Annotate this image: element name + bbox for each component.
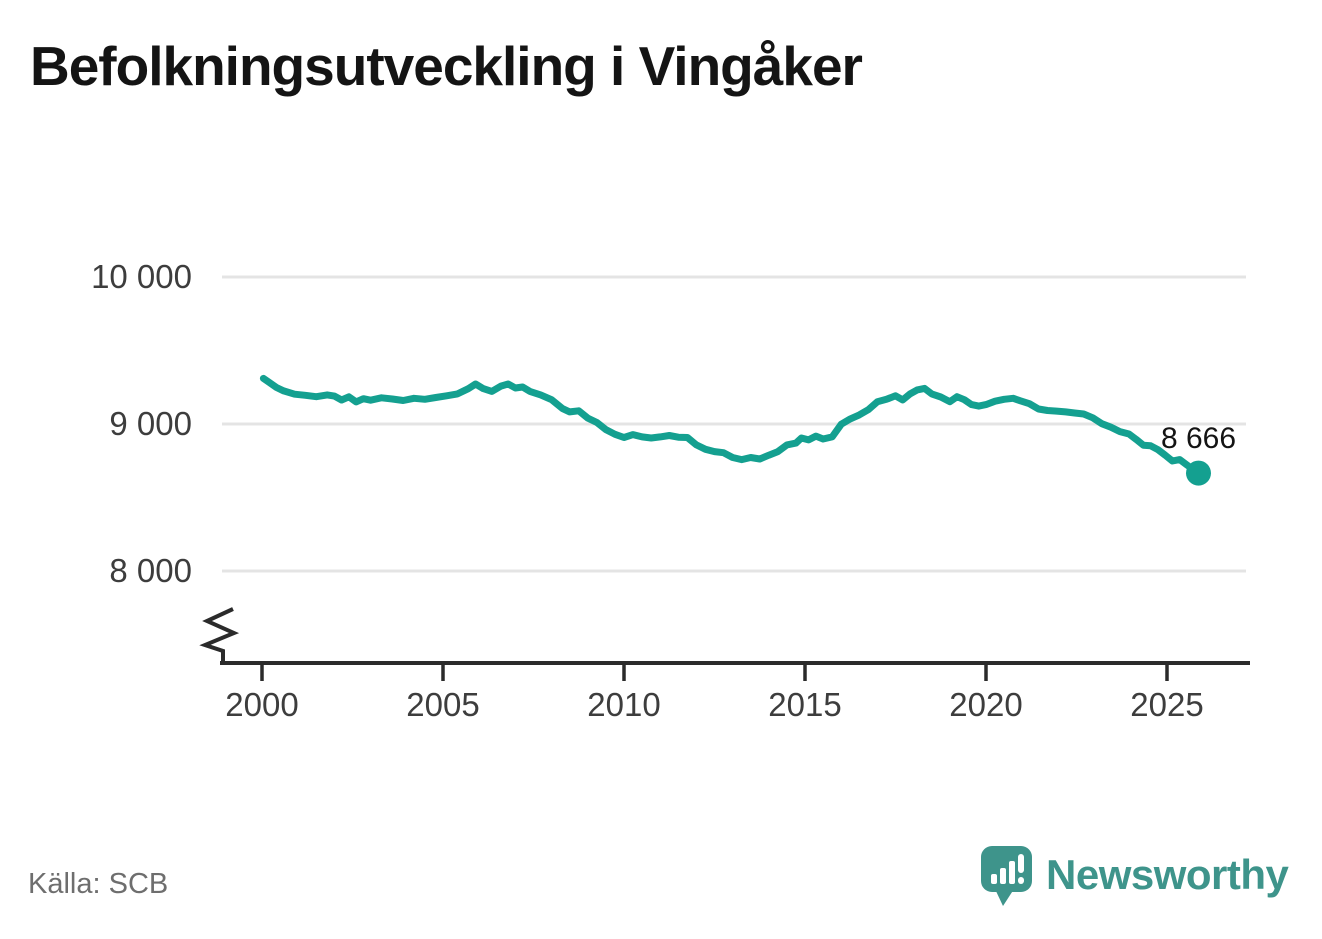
chart-title: Befolkningsutveckling i Vingåker: [30, 35, 863, 97]
last-point-marker: [1185, 460, 1211, 486]
y-tick-label: 8 000: [109, 552, 192, 589]
x-tick-label: 2010: [587, 686, 661, 723]
x-tick-label: 2005: [406, 686, 480, 723]
x-tick-label: 2020: [949, 686, 1023, 723]
last-value-label: 8 666: [1160, 422, 1237, 455]
x-tick-label: 2025: [1130, 686, 1204, 723]
population-line: [259, 374, 1202, 477]
x-tick-label: 2015: [768, 686, 842, 723]
x-tick-label: 2000: [225, 686, 299, 723]
y-tick-label: 9 000: [109, 405, 192, 442]
brand-name: Newsworthy: [1046, 851, 1289, 898]
y-axis-break-icon: [199, 607, 240, 661]
y-tick-label: 10 000: [91, 258, 192, 295]
newsworthy-logo: Newsworthy: [980, 845, 1289, 909]
speech-bubble-chart-icon: [981, 846, 1032, 906]
source-note: Källa: SCB: [28, 868, 169, 900]
